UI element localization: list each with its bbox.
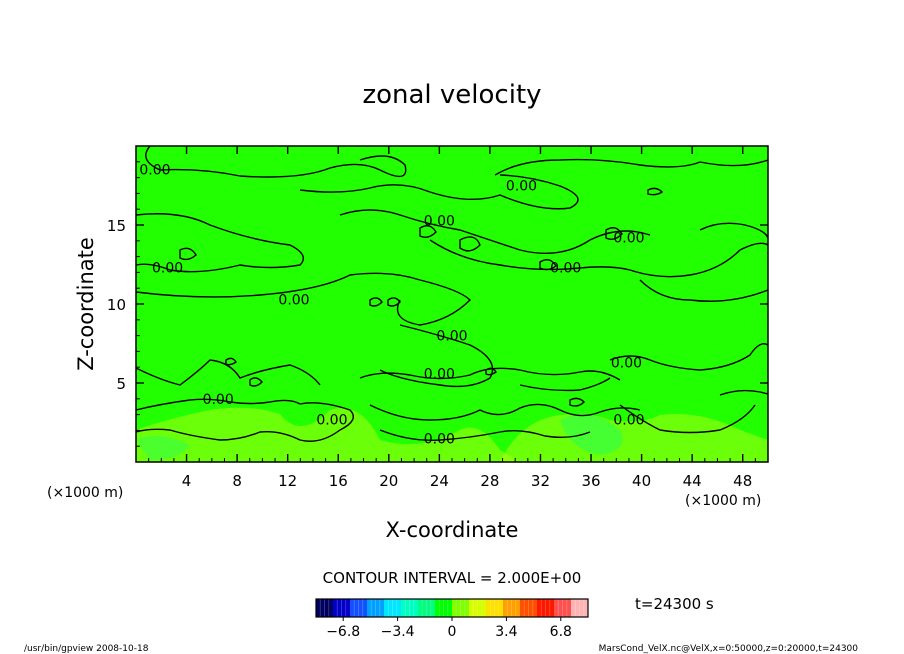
contour-label: 0.00 [424,367,455,383]
colorbar-segment [367,599,385,617]
x-tick-label: 32 [531,472,550,490]
colorbar-segment [401,599,419,617]
footer-right: MarsCond_VelX.nc@VelX,x=0:50000,z=0:2000… [599,644,859,654]
positive-region-1 [136,407,520,462]
contour-label: 0.00 [611,355,642,371]
x-tick-label: 8 [232,472,242,490]
colorbar-segment [418,599,436,617]
x-tick-label: 24 [430,472,449,490]
x-tick-label: 12 [278,472,297,490]
contour-label: 0.00 [506,179,537,195]
contour-label: 0.00 [550,261,581,277]
contour-label: 0.00 [316,412,347,428]
contour-label: 0.00 [424,213,455,229]
negative-region-2 [136,436,190,460]
contour-label: 0.00 [203,392,234,408]
colorbar-segment [520,599,538,617]
x-axis-ticks: 4 8 12 16 20 24 28 32 36 40 44 48 [148,146,756,490]
contour-interval-label: CONTOUR INTERVAL = 2.000E+00 [323,569,582,587]
colorbar-segment [503,599,521,617]
colorbar-segment [316,599,334,617]
x-unit-left: (×1000 m) [47,485,123,501]
chart-title: zonal velocity [362,80,541,110]
x-unit-right: (×1000 m) [685,493,761,509]
y-tick-label: 5 [116,375,126,393]
positive-region-2 [500,414,768,462]
y-tick-label: 10 [107,296,126,314]
colorbar-segment [486,599,504,617]
x-tick-label: 28 [480,472,499,490]
colorbar-segment [469,599,487,617]
y-axis-ticks: 5 10 15 [107,161,768,447]
colorbar [315,598,589,618]
colorbar-tick-label: 3.4 [495,624,517,640]
colorbar-segment [435,599,453,617]
contour-label: 0.00 [278,292,309,308]
colorbar-tick-label: −6.8 [326,624,360,640]
colorbar-ticks: −6.8 −3.4 0 3.4 6.8 [326,617,572,640]
contour-labels: 0.00 0.00 0.00 0.00 0.00 0.00 0.00 0.00 0.00 0.00… [139,163,644,448]
colorbar-tick-label: 6.8 [550,624,572,640]
contour-lines [135,145,769,442]
colorbar-segment [333,599,351,617]
time-label: t=24300 s [635,595,714,613]
y-tick-label: 15 [107,217,126,235]
x-tick-label: 16 [329,472,348,490]
colorbar-segment [554,599,572,617]
contour-label: 0.00 [613,412,644,428]
footer-left: /usr/bin/gpview 2008-10-18 [24,644,149,654]
colorbar-segment [452,599,470,617]
x-tick-label: 4 [182,472,192,490]
contour-label: 0.00 [152,261,183,277]
colorbar-segment [350,599,368,617]
colorbar-segment [537,599,555,617]
x-axis-title: X-coordinate [386,518,519,542]
x-tick-label: 36 [581,472,600,490]
colorbar-segment [571,599,589,617]
x-tick-label: 48 [733,472,752,490]
x-tick-label: 40 [632,472,651,490]
negative-region-1 [560,414,623,455]
y-axis-title: Z-coordinate [74,237,98,371]
plot-area: 0.00 0.00 0.00 0.00 0.00 0.00 0.00 0.00 0.00 0.00… [135,145,769,463]
colorbar-tick-label: 0 [448,624,457,640]
contour-label: 0.00 [436,329,467,345]
contour-label: 0.00 [424,431,455,447]
contour-label: 0.00 [613,231,644,247]
x-tick-label: 20 [379,472,398,490]
colorbar-segment [384,599,402,617]
colorbar-tick-label: −3.4 [381,624,415,640]
contour-label: 0.00 [139,163,170,179]
x-tick-label: 44 [683,472,702,490]
